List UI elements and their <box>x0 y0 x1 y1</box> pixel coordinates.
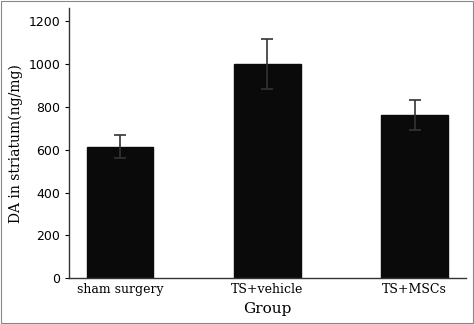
Bar <box>87 146 154 278</box>
Bar <box>382 115 447 278</box>
X-axis label: Group: Group <box>243 302 292 316</box>
Y-axis label: DA in striatum(ng/mg): DA in striatum(ng/mg) <box>9 64 23 223</box>
Bar <box>234 64 301 278</box>
